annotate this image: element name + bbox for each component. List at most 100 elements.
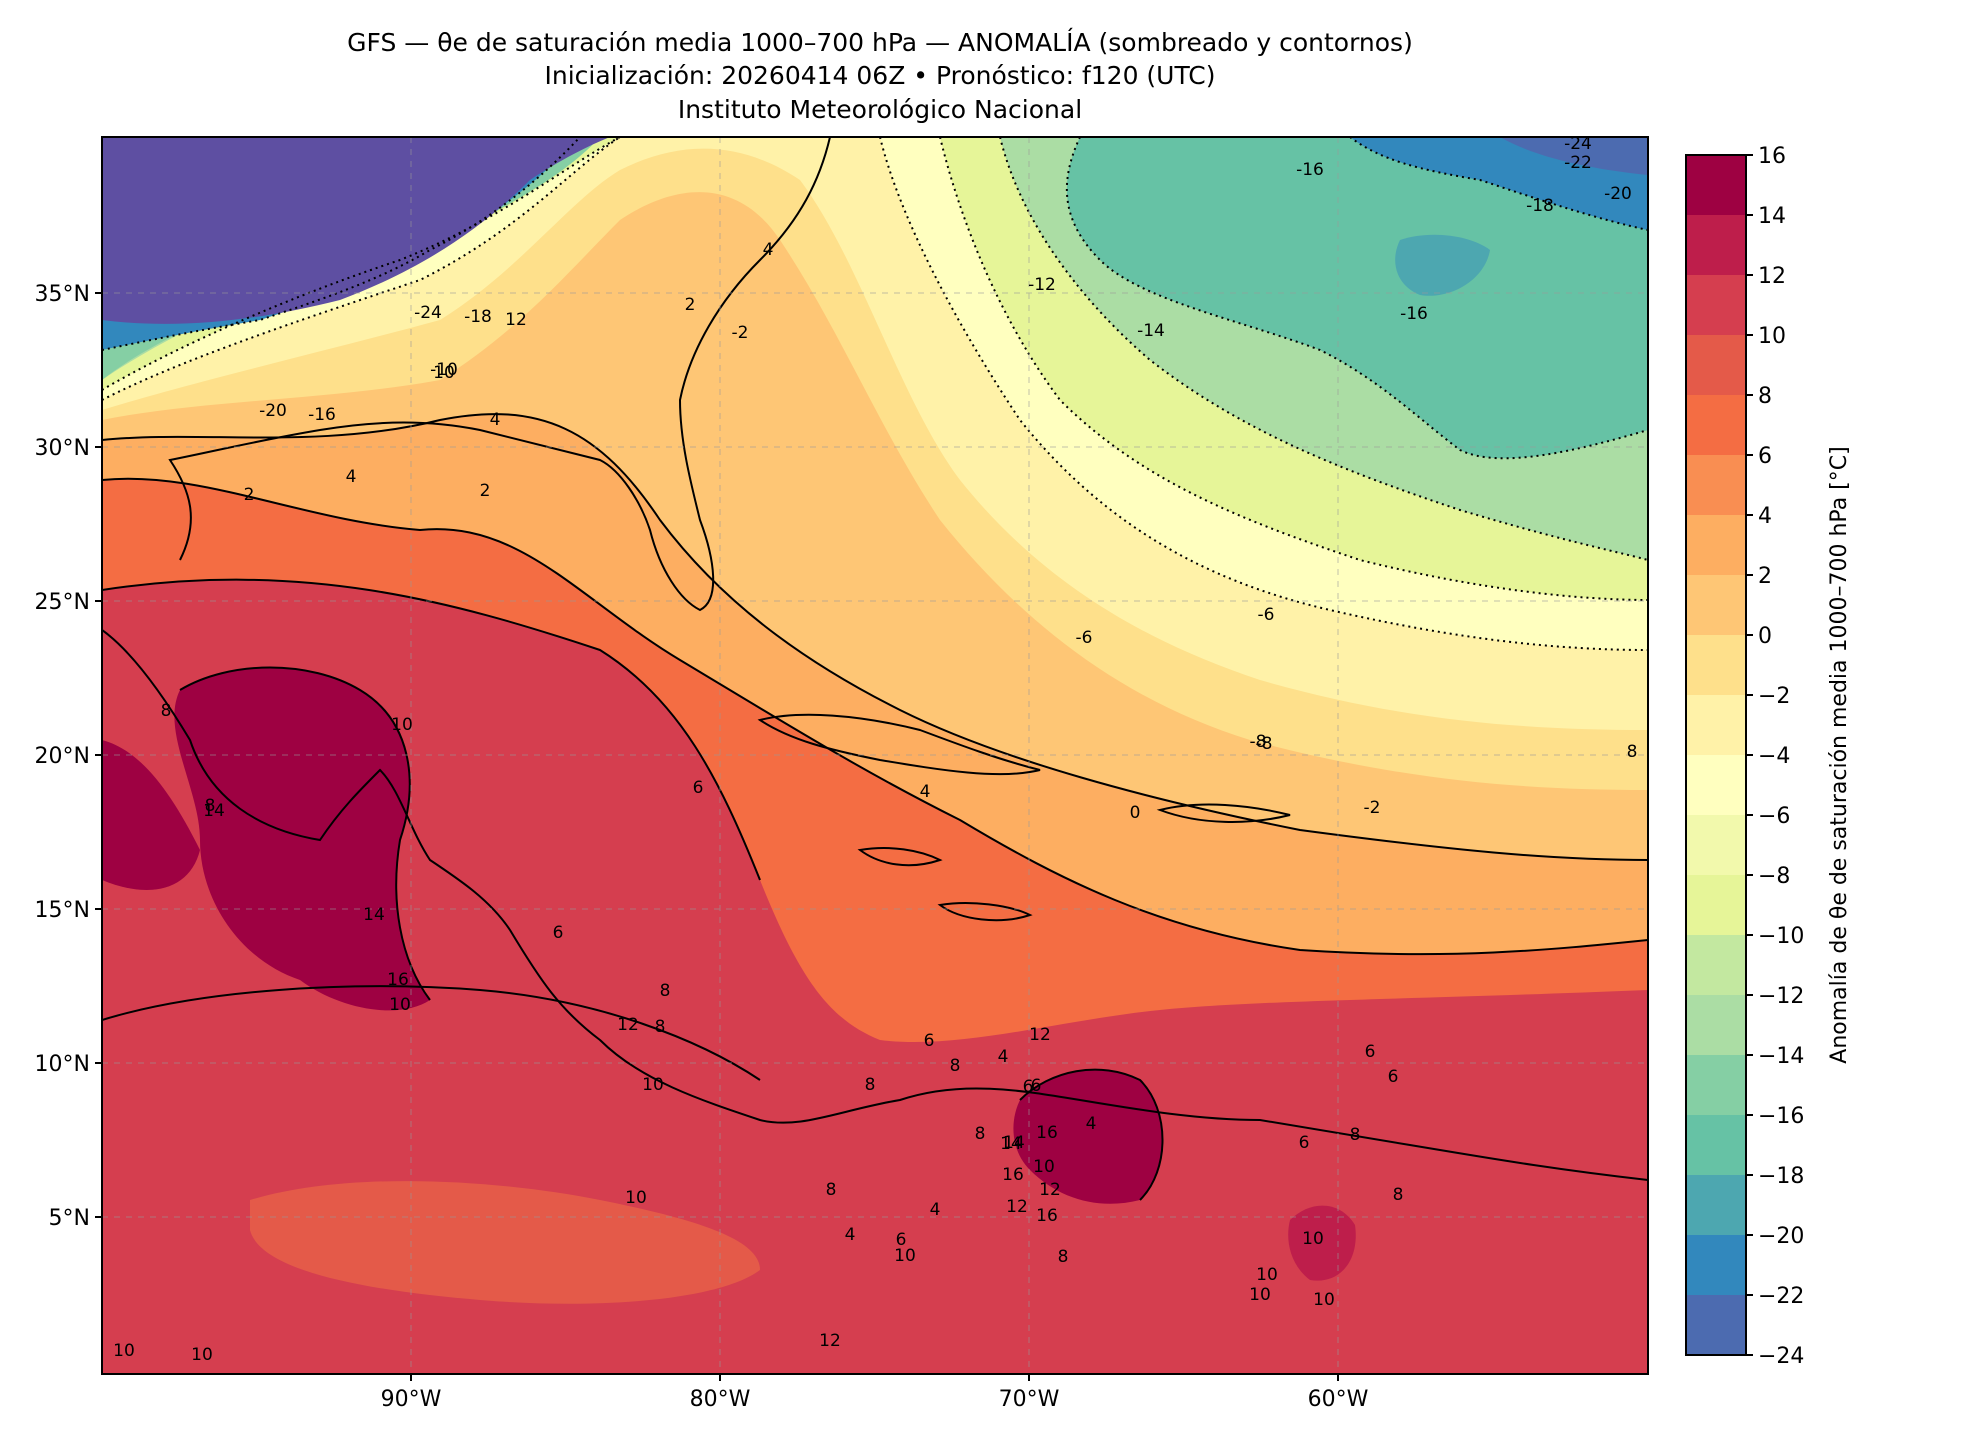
contour-label: 12 xyxy=(505,310,527,330)
colorbar-segment xyxy=(1686,1175,1746,1236)
contour-label: 16 xyxy=(1036,1206,1058,1226)
contour-label: -18 xyxy=(1526,196,1554,216)
lat-label-20: 20°N xyxy=(35,744,90,769)
contour-label: 10 xyxy=(1302,1229,1324,1249)
lat-ticks xyxy=(95,292,102,1218)
contour-label: 8 xyxy=(660,981,671,1001)
contour-label: 8 xyxy=(1393,1185,1404,1205)
contour-label: 8 xyxy=(1627,742,1638,762)
contour-label: 2 xyxy=(685,295,696,315)
solid-contours xyxy=(102,413,1648,1201)
colorbar-tick-label: 6 xyxy=(1758,444,1772,469)
colorbar-segment xyxy=(1686,335,1746,396)
contour-label: 8 xyxy=(655,1017,666,1037)
colorbar-segment xyxy=(1686,755,1746,816)
contour-label: 12 xyxy=(617,1015,639,1035)
anomaly-band-m24-nw xyxy=(102,137,610,324)
colorbar-segment xyxy=(1686,875,1746,936)
contour-label: 8 xyxy=(865,1075,876,1095)
anomaly-hot-west-edge xyxy=(102,740,200,890)
contour-label: 14 xyxy=(1003,1133,1025,1153)
dotted-contours xyxy=(102,137,1648,651)
lat-label-25: 25°N xyxy=(35,590,90,615)
colorbar-segment xyxy=(1686,215,1746,276)
colorbar-segment xyxy=(1686,1055,1746,1116)
anomaly-band-m22-ne xyxy=(1500,137,1648,175)
colorbar-tick-label: 14 xyxy=(1758,204,1786,229)
contour-label: -10 xyxy=(430,360,458,380)
contour-label: 10 xyxy=(391,715,413,735)
colorbar-segment xyxy=(1686,515,1746,576)
contour-label: 12 xyxy=(1029,1025,1051,1045)
colorbar-tick-label: −12 xyxy=(1758,984,1804,1009)
contour-label: 4 xyxy=(490,410,501,430)
colorbar-tick-label: −8 xyxy=(1758,864,1790,889)
contour-label: 8 xyxy=(826,1180,837,1200)
gridlines xyxy=(102,137,1648,1374)
colorbar-segment xyxy=(1686,575,1746,636)
contour-label: 8 xyxy=(1058,1247,1069,1267)
contour-label: 14 xyxy=(1000,1134,1022,1154)
anomaly-band-m16-patch xyxy=(1395,234,1490,296)
contour-label: 8 xyxy=(1350,1125,1361,1145)
colorbar-tick-label: −22 xyxy=(1758,1284,1804,1309)
contour-label: 6 xyxy=(1023,1077,1034,1097)
contour-label: 6 xyxy=(553,923,564,943)
contour-label: 10 xyxy=(642,1075,664,1095)
colorbar-tick-label: −20 xyxy=(1758,1224,1804,1249)
anomaly-hot-venezuela xyxy=(1288,1205,1356,1281)
contour-label: 10 xyxy=(113,1341,135,1361)
contour-label: 10 xyxy=(1249,1285,1271,1305)
colorbar xyxy=(1686,155,1746,1356)
lon-label-90w: 90°W xyxy=(381,1387,442,1412)
lat-label-30: 30°N xyxy=(35,436,90,461)
contour-label: -20 xyxy=(1604,184,1632,204)
contour-label: 10 xyxy=(894,1246,916,1266)
contour-label: 10 xyxy=(389,995,411,1015)
coastlines xyxy=(102,137,1648,1181)
colorbar-segment xyxy=(1686,1235,1746,1296)
contour-label: 6 xyxy=(896,1230,907,1250)
anomaly-hot-colombia xyxy=(1013,1069,1163,1204)
contour-label: 16 xyxy=(387,970,409,990)
contour-label: -16 xyxy=(308,405,336,425)
contour-label: 6 xyxy=(1388,1067,1399,1087)
contour-label: -2 xyxy=(1364,798,1381,818)
chart-title: GFS — θe de saturación media 1000–700 hP… xyxy=(347,28,1413,57)
contour-label: 6 xyxy=(693,778,704,798)
colorbar-segment xyxy=(1686,815,1746,876)
contour-label: 12 xyxy=(1006,1197,1028,1217)
colorbar-tick-label: −4 xyxy=(1758,744,1790,769)
anomaly-warm-pacific-e xyxy=(250,1181,760,1304)
lon-label-60w: 60°W xyxy=(1308,1387,1369,1412)
colorbar-tick-label: −18 xyxy=(1758,1164,1804,1189)
contour-label: 6 xyxy=(1299,1133,1310,1153)
contour-label: 16 xyxy=(1036,1123,1058,1143)
contour-label: 14 xyxy=(363,905,385,925)
contour-label: 4 xyxy=(346,467,357,487)
contour-label: -8 xyxy=(1250,732,1267,752)
colorbar-tick-label: −16 xyxy=(1758,1104,1804,1129)
colorbar-tick-label: 2 xyxy=(1758,564,1772,589)
contour-label: 16 xyxy=(1002,1165,1024,1185)
lat-tick-labels: 35°N 30°N 25°N 20°N 15°N 10°N 5°N xyxy=(35,282,90,1231)
colorbar-tick-label: −2 xyxy=(1758,684,1790,709)
contour-label: 4 xyxy=(763,240,774,260)
colorbar-segment xyxy=(1686,935,1746,996)
anomaly-band-m14 xyxy=(1066,137,1648,459)
contour-label: 10 xyxy=(1313,1290,1335,1310)
colorbar-segment xyxy=(1686,695,1746,756)
lon-tick-labels: 90°W 80°W 70°W 60°W xyxy=(381,1387,1369,1412)
colorbar-segment xyxy=(1686,1115,1746,1176)
contour-label: 2 xyxy=(480,481,491,501)
contour-label: -6 xyxy=(1076,628,1093,648)
colorbar-tick-label: −24 xyxy=(1758,1344,1804,1369)
lat-label-15: 15°N xyxy=(35,898,90,923)
contour-labels: -24-22-20-18-16-16-14-12-20 -16-24 -18 12-1… xyxy=(113,137,1638,1365)
colorbar-ticks: 16 14 12 10 8 6 4 2 0 −2 −4 −6 −8 −10 −12 −14 −16 −18 −20 −… xyxy=(1746,144,1804,1369)
contour-label: 0 xyxy=(1130,803,1141,823)
contour-label: -2 xyxy=(732,323,749,343)
map-area: -24-22-20-18-16-16-14-12-20 -16-24 -18 12-1… xyxy=(102,137,1648,1374)
contour-label: -20 xyxy=(259,401,287,421)
